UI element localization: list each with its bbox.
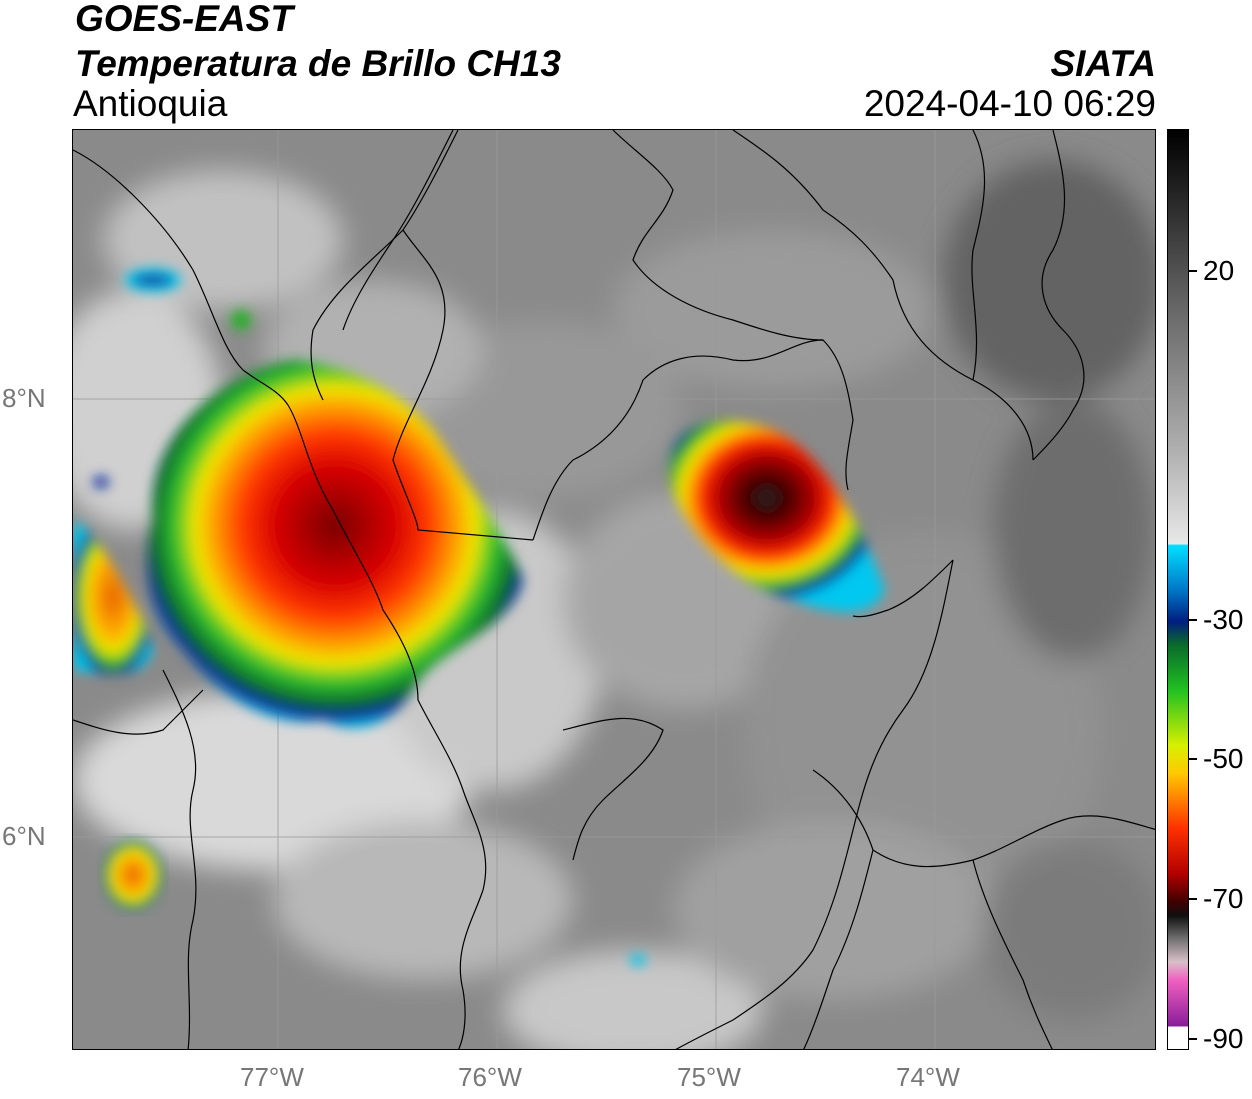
colorbar-tick-minus30 bbox=[1189, 619, 1197, 621]
small-cells bbox=[93, 268, 646, 966]
gray-clouds bbox=[73, 160, 1155, 1049]
lat-label-8n: 8°N bbox=[2, 383, 46, 413]
map-canvas bbox=[73, 130, 1155, 1049]
lon-label-76w: 76°W bbox=[458, 1062, 522, 1092]
colorbar-tick-minus70 bbox=[1189, 898, 1197, 900]
colorbar-label-minus30: -30 bbox=[1203, 604, 1244, 635]
lon-label-77w: 77°W bbox=[240, 1062, 304, 1092]
colorbar-label-20: 20 bbox=[1203, 255, 1235, 286]
product-title: Temperatura de Brillo CH13 bbox=[75, 43, 561, 84]
lon-label-75w: 75°W bbox=[677, 1062, 741, 1092]
colorbar-gradient bbox=[1168, 130, 1188, 1049]
title: GOES-EAST bbox=[75, 0, 293, 39]
storm-southwest bbox=[103, 840, 163, 910]
storm-left-edge bbox=[73, 520, 153, 674]
colorbar-tick-minus50 bbox=[1189, 758, 1197, 760]
colorbar bbox=[1167, 129, 1189, 1050]
boundaries bbox=[73, 130, 1155, 1049]
colorbar-label-minus50: -50 bbox=[1203, 743, 1244, 774]
storm-west bbox=[147, 360, 523, 729]
lon-label-74w: 74°W bbox=[896, 1062, 960, 1092]
lat-label-6n: 6°N bbox=[2, 821, 46, 851]
colorbar-tick-20 bbox=[1189, 270, 1197, 272]
datetime-label: 2024-04-10 06:29 bbox=[863, 83, 1156, 124]
colorbar-label-minus90: -90 bbox=[1203, 1023, 1244, 1054]
colorbar-label-minus70: -70 bbox=[1203, 883, 1244, 914]
brand-label: SIATA bbox=[1050, 43, 1156, 84]
satellite-map bbox=[72, 129, 1156, 1050]
storm-east bbox=[670, 421, 885, 612]
region-label: Antioquia bbox=[73, 83, 228, 124]
colorbar-tick-minus90 bbox=[1189, 1038, 1197, 1040]
